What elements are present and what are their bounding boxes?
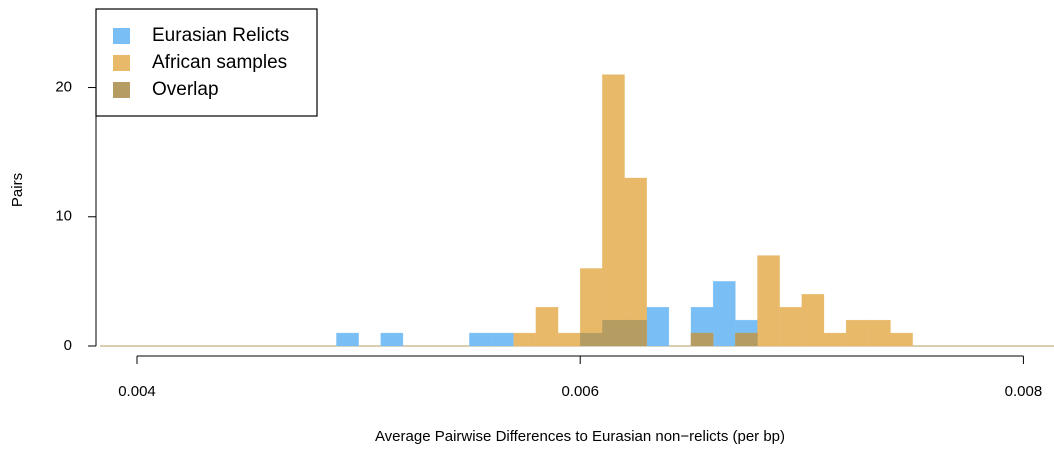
bar: [624, 319, 647, 347]
bar: [602, 319, 625, 347]
legend-swatch: [113, 55, 130, 71]
bar: [735, 332, 758, 347]
bar: [690, 332, 714, 347]
bar: [557, 332, 581, 347]
bar: [757, 255, 780, 347]
bar: [336, 332, 359, 347]
bar: [712, 281, 736, 347]
legend-label: Eurasian Relicts: [152, 25, 289, 46]
bar: [380, 332, 404, 347]
x-tick-label: 0.008: [1005, 383, 1043, 400]
legend-label: African samples: [152, 52, 287, 73]
x-tick-label: 0.006: [561, 383, 599, 400]
bar: [779, 306, 803, 347]
bar: [845, 319, 869, 347]
bar: [469, 332, 492, 347]
bar: [513, 332, 537, 347]
legend-box: [95, 8, 318, 117]
bar: [890, 332, 913, 347]
bar: [868, 319, 891, 347]
bar: [535, 306, 559, 347]
bar: [646, 306, 670, 347]
bar: [801, 294, 825, 347]
legend-swatch: [113, 28, 130, 44]
y-tick-label: 0: [64, 337, 72, 354]
x-axis-title: Average Pairwise Differences to Eurasian…: [375, 428, 785, 445]
legend-label: Overlap: [152, 79, 219, 100]
y-axis-title: Pairs: [9, 173, 26, 207]
x-tick-label: 0.004: [118, 383, 156, 400]
bar: [602, 74, 625, 347]
y-tick-label: 20: [55, 79, 72, 96]
bar: [491, 332, 514, 347]
bar: [579, 332, 603, 347]
y-tick-label: 10: [55, 208, 72, 225]
legend-swatch: [113, 82, 130, 98]
bar: [823, 332, 847, 347]
